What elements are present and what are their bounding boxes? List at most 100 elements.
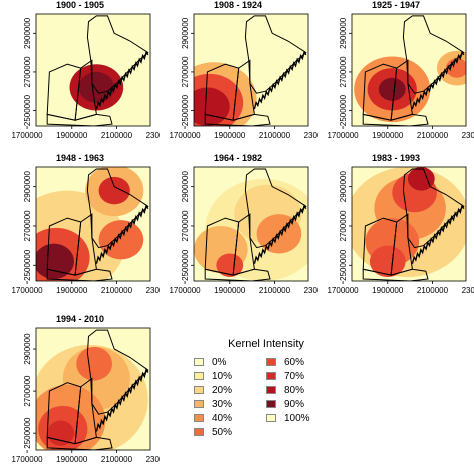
y-tick-label: 2500000 xyxy=(339,249,348,281)
x-tick-label: 2100000 xyxy=(101,455,133,464)
y-tick-label: 2900000 xyxy=(339,171,348,203)
state-outline-maine xyxy=(86,15,149,94)
legend-swatch xyxy=(194,358,204,366)
x-tick-label: 1900000 xyxy=(56,131,88,140)
legend-item: 90% xyxy=(266,398,304,410)
kernel-hotspot xyxy=(445,58,466,78)
kernel-hotspot xyxy=(98,220,144,260)
x-tick-label: 1900000 xyxy=(214,286,246,295)
plot-frame xyxy=(35,13,151,127)
legend-label: 80% xyxy=(284,384,305,396)
y-tick-label: 2700000 xyxy=(23,375,32,407)
state-outline-maine xyxy=(86,168,149,249)
plot-frame xyxy=(193,166,309,282)
y-tick-label: 2500000 xyxy=(23,249,32,281)
legend-item: 10% xyxy=(194,370,232,382)
map-panel-1948-1963: 1948 - 1963 1700000 1900000 2100000 2300000 2… xyxy=(0,153,160,305)
map-panel-1994-2010: 1994 - 2010 1700000 1900000 2100000 2300000 2… xyxy=(0,314,160,474)
x-tick-label: 2100000 xyxy=(101,131,133,140)
legend-item: 50% xyxy=(194,426,232,438)
y-tick-label: 2700000 xyxy=(23,56,32,88)
y-tick-label: 2900000 xyxy=(23,17,32,49)
legend-swatch xyxy=(194,386,204,394)
legend-swatch xyxy=(194,414,204,422)
x-tick-label: 2300000 xyxy=(146,131,160,140)
coastline xyxy=(95,204,149,264)
y-tick-label: 2900000 xyxy=(23,333,32,365)
state-outline-massachusetts xyxy=(204,113,271,126)
x-tick-label: 2300000 xyxy=(304,286,318,295)
kernel-hotspot xyxy=(407,167,435,191)
x-tick-label: 2100000 xyxy=(417,286,449,295)
kernel-hotspot xyxy=(47,420,74,446)
panel-title: 1908 - 1924 xyxy=(213,0,263,10)
x-tick-label: 1900000 xyxy=(56,286,88,295)
legend-label: 0% xyxy=(212,356,227,368)
state-outline-maine xyxy=(244,15,307,94)
panel-title: 1900 - 1905 xyxy=(55,0,105,10)
map-canvas: 1700000 1900000 2100000 2300000 2500000 27000… xyxy=(169,166,318,295)
coastline xyxy=(253,204,307,264)
x-tick-label: 1900000 xyxy=(214,131,246,140)
x-tick-label: 1700000 xyxy=(169,131,201,140)
x-tick-label: 1900000 xyxy=(372,286,404,295)
coastline xyxy=(95,50,149,110)
y-tick-label: 2900000 xyxy=(181,171,190,203)
panel-title: 1964 - 1982 xyxy=(213,153,263,163)
x-tick-label: 1900000 xyxy=(372,131,404,140)
y-tick-label: 2700000 xyxy=(181,56,190,88)
legend-label: 10% xyxy=(212,370,233,382)
map-panel-1983-1993: 1983 - 1993 1700000 1900000 2100000 2300000 2… xyxy=(316,153,474,305)
legend-title: Kernel Intensity xyxy=(228,338,304,350)
legend-item: 70% xyxy=(266,370,304,382)
map-canvas: 1700000 1900000 2100000 2300000 2500000 27000… xyxy=(11,166,160,295)
legend-label: 20% xyxy=(212,384,233,396)
x-tick-label: 1700000 xyxy=(11,286,43,295)
coastline xyxy=(95,367,149,432)
legend-item: 60% xyxy=(266,356,304,368)
y-tick-label: 2700000 xyxy=(23,210,32,242)
legend-swatch xyxy=(266,400,276,408)
x-tick-label: 1700000 xyxy=(327,131,359,140)
y-tick-label: 2900000 xyxy=(23,171,32,203)
legend-item: 30% xyxy=(194,398,232,410)
x-tick-label: 2300000 xyxy=(462,286,474,295)
map-panel-1925-1947: 1925 - 1947 1700000 1900000 2100000 2300000 2… xyxy=(316,0,474,150)
coastline xyxy=(411,204,465,264)
map-panel-1900-1905: 1900 - 1905 1700000 1900000 2100000 2300000 2… xyxy=(0,0,160,150)
map-canvas: 1700000 1900000 2100000 2300000 2500000 27000… xyxy=(11,13,160,140)
x-tick-label: 1700000 xyxy=(11,455,43,464)
plot-frame xyxy=(351,13,467,127)
legend-swatch xyxy=(266,372,276,380)
map-canvas: 1700000 1900000 2100000 2300000 2500000 27000… xyxy=(11,327,160,464)
kernel-hotspot xyxy=(76,346,112,381)
y-tick-label: 2500000 xyxy=(181,249,190,281)
map-panel-1908-1924: 1908 - 1924 1700000 1900000 2100000 2300000 2… xyxy=(158,0,318,150)
kernel-hotspot xyxy=(216,253,244,278)
plot-frame xyxy=(35,166,151,282)
map-panel-1964-1982: 1964 - 1982 1700000 1900000 2100000 2300000 2… xyxy=(158,153,318,305)
state-outline-maine xyxy=(244,168,307,249)
x-tick-label: 2300000 xyxy=(146,286,160,295)
plot-frame xyxy=(193,13,309,127)
state-outline-maine xyxy=(402,168,465,249)
legend-item: 100% xyxy=(266,412,310,424)
state-outline-massachusetts xyxy=(46,268,113,281)
legend-swatch xyxy=(266,414,276,422)
legend-label: 40% xyxy=(212,412,233,424)
state-outline-maine xyxy=(86,329,149,415)
state-outline-massachusetts xyxy=(362,113,429,126)
legend-label: 30% xyxy=(212,398,233,410)
x-tick-label: 2300000 xyxy=(304,131,318,140)
panel-title: 1925 - 1947 xyxy=(371,0,421,10)
x-tick-label: 2100000 xyxy=(417,131,449,140)
legend-item: 80% xyxy=(266,384,304,396)
x-tick-label: 2300000 xyxy=(462,131,474,140)
y-tick-label: 2900000 xyxy=(181,17,190,49)
map-canvas: 1700000 1900000 2100000 2300000 2500000 27000… xyxy=(327,166,474,295)
y-tick-label: 2500000 xyxy=(339,94,348,126)
map-canvas: 1700000 1900000 2100000 2300000 2500000 27000… xyxy=(327,13,474,140)
legend-item: 40% xyxy=(194,412,232,424)
legend-swatch xyxy=(194,400,204,408)
legend-swatch xyxy=(194,428,204,436)
